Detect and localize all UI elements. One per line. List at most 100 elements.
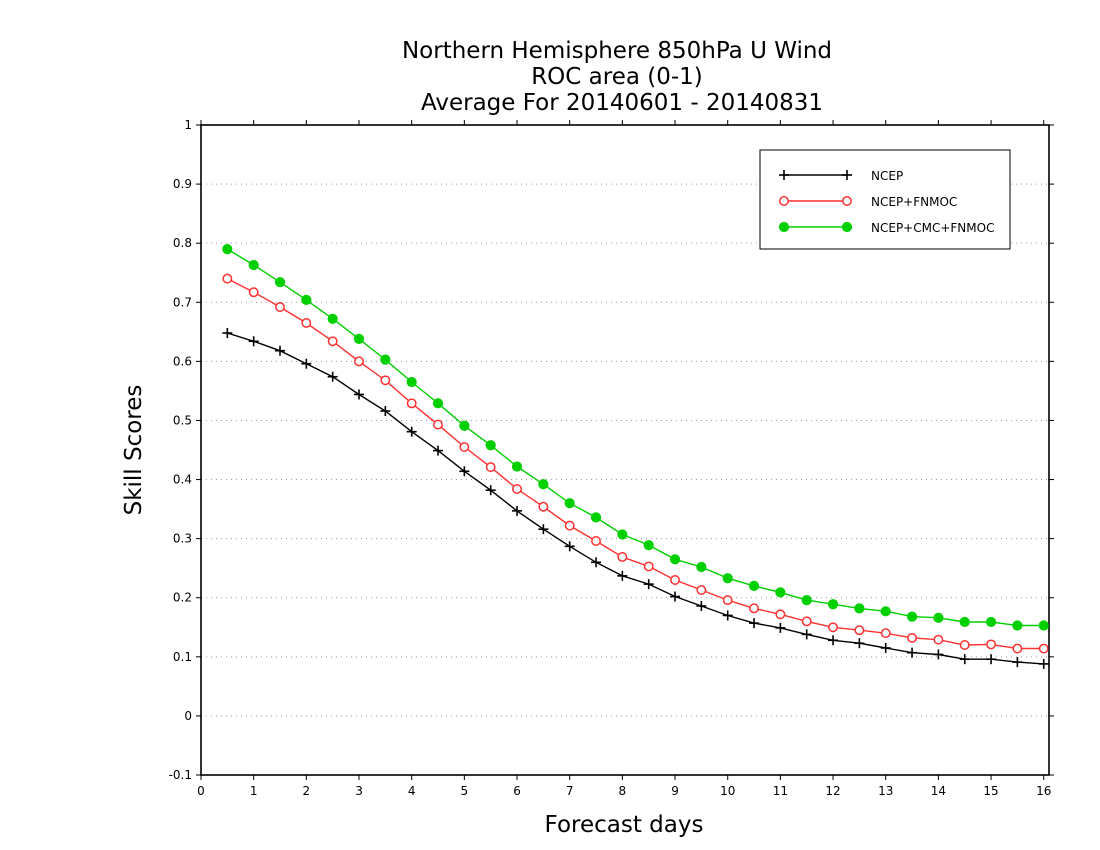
data-point-ncep <box>907 647 918 658</box>
data-point-ncep <box>406 426 417 437</box>
data-point-ncep-cmc-fnmoc <box>222 243 233 255</box>
y-tick-label: 0.4 <box>173 473 192 487</box>
x-tick-label: 14 <box>931 784 946 798</box>
series-line-ncep <box>227 332 1044 665</box>
data-point-ncep-fnmoc <box>880 628 891 639</box>
plot-frame <box>200 124 1050 776</box>
data-point-ncep <box>354 389 365 400</box>
data-point-ncep-fnmoc <box>828 622 838 633</box>
data-point-ncep <box>933 649 944 660</box>
y-tick-label: 0.7 <box>173 295 192 309</box>
data-point-ncep-fnmoc <box>907 632 918 643</box>
legend-label-ncep: NCEP <box>871 169 903 183</box>
x-tick-label: 0 <box>197 784 205 798</box>
y-tick-label: 0.9 <box>173 177 192 191</box>
data-point-ncep-fnmoc <box>591 536 601 546</box>
x-tick-label: 1 <box>250 784 258 798</box>
data-point-ncep-cmc-fnmoc <box>301 294 312 306</box>
data-point-ncep-cmc-fnmoc <box>1038 620 1049 631</box>
data-point-ncep <box>1012 657 1023 668</box>
data-point-ncep-cmc-fnmoc <box>1012 620 1023 631</box>
y-tick-label: 0.6 <box>173 354 192 368</box>
data-point-ncep-fnmoc <box>959 640 970 650</box>
data-point-ncep-cmc-fnmoc <box>380 354 391 365</box>
data-point-ncep-fnmoc <box>854 625 865 636</box>
series-line-ncep-fnmoc <box>226 277 1044 650</box>
legend-box <box>759 149 1011 250</box>
data-point-ncep <box>986 654 997 665</box>
data-point-ncep-cmc-fnmoc <box>643 540 654 551</box>
data-point-ncep-cmc-fnmoc <box>485 440 496 451</box>
data-point-ncep-fnmoc <box>749 603 759 614</box>
legend-label-ncep-fnmoc: NCEP+FNMOC <box>871 195 957 209</box>
data-point-ncep-cmc-fnmoc <box>827 599 839 610</box>
data-point-ncep-cmc-fnmoc <box>511 461 523 472</box>
data-point-ncep-fnmoc <box>485 462 496 473</box>
x-tick-label: 13 <box>878 784 893 798</box>
series-layer <box>222 243 1049 669</box>
data-point-ncep-cmc-fnmoc <box>564 498 575 509</box>
data-point-ncep-cmc-fnmoc <box>353 333 365 345</box>
data-point-ncep <box>801 629 812 640</box>
data-point-ncep <box>301 358 312 369</box>
data-point-ncep-cmc-fnmoc <box>959 616 970 628</box>
y-tick-label: 0.1 <box>173 650 192 664</box>
data-point-ncep-fnmoc <box>617 552 628 562</box>
x-tick-label: 6 <box>513 784 521 798</box>
data-point-ncep <box>327 371 338 382</box>
data-point-ncep <box>433 445 444 456</box>
legend-marker-ncep-cmc-fnmoc <box>841 221 853 233</box>
data-point-ncep-cmc-fnmoc <box>880 606 891 617</box>
data-point-ncep <box>828 635 839 646</box>
legend-label-ncep-cmc-fnmoc: NCEP+CMC+FNMOC <box>871 221 994 235</box>
y-tick-label: 0.2 <box>173 591 192 605</box>
y-tick-label: 0.5 <box>173 413 192 427</box>
data-point-ncep <box>512 505 523 516</box>
data-point-ncep-cmc-fnmoc <box>274 277 286 288</box>
data-point-ncep-fnmoc <box>538 501 549 512</box>
y-axis-label: Skill Scores <box>121 385 147 516</box>
data-point-ncep-fnmoc <box>248 287 259 298</box>
data-point-ncep-cmc-fnmoc <box>248 259 259 271</box>
data-point-ncep-cmc-fnmoc <box>854 603 865 614</box>
data-point-ncep-fnmoc <box>1012 643 1023 654</box>
data-point-ncep-fnmoc <box>380 375 391 386</box>
data-point-ncep-fnmoc <box>327 336 338 347</box>
x-tick-label: 4 <box>408 784 416 798</box>
data-point-ncep-cmc-fnmoc <box>327 313 338 324</box>
data-point-ncep-cmc-fnmoc <box>748 580 760 592</box>
x-tick-label: 15 <box>983 784 998 798</box>
data-point-ncep <box>854 638 865 649</box>
data-point-ncep <box>696 601 707 611</box>
data-point-ncep <box>643 579 654 590</box>
legend-marker-ncep <box>779 170 789 180</box>
data-point-ncep-fnmoc <box>275 302 285 312</box>
data-point-ncep <box>722 610 733 621</box>
data-point-ncep-fnmoc <box>1038 643 1049 654</box>
data-point-ncep-cmc-fnmoc <box>617 529 628 540</box>
x-tick-label: 7 <box>566 784 574 798</box>
x-tick-label: 10 <box>720 784 735 798</box>
y-tick-label: 0 <box>184 709 192 723</box>
data-point-ncep-fnmoc <box>222 273 233 284</box>
data-point-ncep-fnmoc <box>406 398 417 409</box>
data-point-ncep-fnmoc <box>433 419 443 430</box>
y-tick-label: -0.1 <box>169 768 192 782</box>
data-point-ncep-cmc-fnmoc <box>538 479 549 490</box>
legend-marker-ncep <box>842 170 852 180</box>
data-point-ncep <box>959 654 970 665</box>
data-point-ncep-fnmoc <box>643 561 654 572</box>
data-point-ncep-cmc-fnmoc <box>406 376 417 388</box>
data-point-ncep-cmc-fnmoc <box>590 512 602 523</box>
data-point-ncep <box>459 466 470 477</box>
y-tick-label: 0.3 <box>173 532 192 546</box>
x-axis-label: Forecast days <box>545 812 704 838</box>
axis-ticks: -0.100.10.20.30.40.50.60.70.80.910 1 2 3 4 5 6… <box>169 118 1054 798</box>
x-tick-label: 12 <box>825 784 840 798</box>
grid-lines <box>201 183 1049 717</box>
data-point-ncep <box>564 541 575 552</box>
data-point-ncep <box>538 524 549 535</box>
legend-marker-ncep-fnmoc <box>842 196 852 206</box>
data-point-ncep <box>222 328 233 338</box>
